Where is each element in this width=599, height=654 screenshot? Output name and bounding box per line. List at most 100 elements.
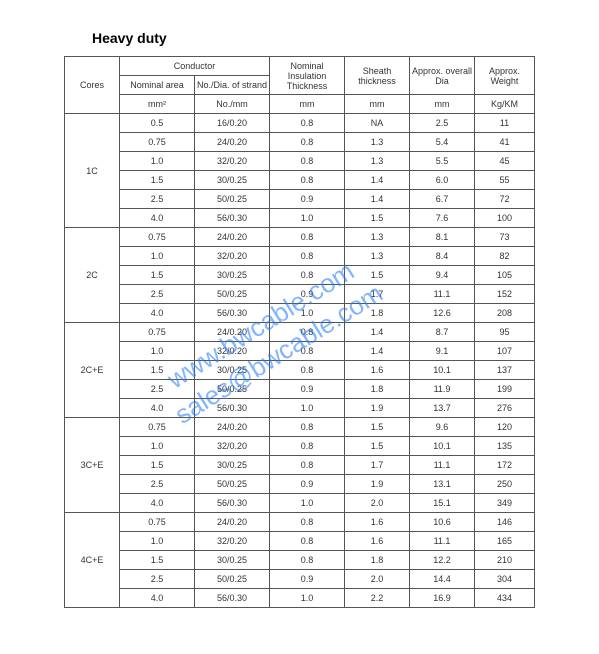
cell-weight: 120 bbox=[475, 418, 535, 437]
cell-sheath: 1.5 bbox=[345, 266, 410, 285]
cell-insul: 0.8 bbox=[270, 532, 345, 551]
cell-insul: 0.9 bbox=[270, 380, 345, 399]
table-row: 1.032/0.200.81.510.1135 bbox=[65, 437, 535, 456]
cell-strand: 56/0.30 bbox=[195, 494, 270, 513]
cores-cell: 2C bbox=[65, 228, 120, 323]
cell-insul: 1.0 bbox=[270, 209, 345, 228]
cell-weight: 165 bbox=[475, 532, 535, 551]
cell-sheath: 2.0 bbox=[345, 570, 410, 589]
cell-area: 1.0 bbox=[120, 437, 195, 456]
cell-weight: 41 bbox=[475, 133, 535, 152]
cell-insul: 0.8 bbox=[270, 133, 345, 152]
cell-dia: 6.7 bbox=[410, 190, 475, 209]
cell-dia: 8.7 bbox=[410, 323, 475, 342]
page-title: Heavy duty bbox=[92, 30, 579, 46]
header-cores: Cores bbox=[65, 57, 120, 114]
cell-dia: 16.9 bbox=[410, 589, 475, 608]
cell-strand: 30/0.25 bbox=[195, 456, 270, 475]
cell-insul: 1.0 bbox=[270, 399, 345, 418]
cell-dia: 5.5 bbox=[410, 152, 475, 171]
cell-dia: 9.4 bbox=[410, 266, 475, 285]
cell-area: 1.0 bbox=[120, 247, 195, 266]
cell-strand: 30/0.25 bbox=[195, 171, 270, 190]
cell-insul: 0.8 bbox=[270, 114, 345, 133]
table-row: 2.550/0.250.92.014.4304 bbox=[65, 570, 535, 589]
cell-insul: 0.9 bbox=[270, 570, 345, 589]
cell-insul: 0.8 bbox=[270, 361, 345, 380]
table-row: 2.550/0.250.91.46.772 bbox=[65, 190, 535, 209]
cell-dia: 5.4 bbox=[410, 133, 475, 152]
cell-weight: 137 bbox=[475, 361, 535, 380]
cell-area: 1.0 bbox=[120, 152, 195, 171]
cell-sheath: 1.5 bbox=[345, 418, 410, 437]
cell-insul: 0.9 bbox=[270, 285, 345, 304]
cores-cell: 2C+E bbox=[65, 323, 120, 418]
cell-weight: 72 bbox=[475, 190, 535, 209]
cell-sheath: 1.4 bbox=[345, 323, 410, 342]
cell-weight: 55 bbox=[475, 171, 535, 190]
cores-cell: 3C+E bbox=[65, 418, 120, 513]
cell-weight: 73 bbox=[475, 228, 535, 247]
table-row: 2.550/0.250.91.811.9199 bbox=[65, 380, 535, 399]
cell-insul: 1.0 bbox=[270, 589, 345, 608]
cell-weight: 135 bbox=[475, 437, 535, 456]
cell-weight: 208 bbox=[475, 304, 535, 323]
cell-area: 1.5 bbox=[120, 171, 195, 190]
cell-sheath: 1.8 bbox=[345, 380, 410, 399]
cell-insul: 0.9 bbox=[270, 475, 345, 494]
table-row: 1.032/0.200.81.38.482 bbox=[65, 247, 535, 266]
cell-area: 2.5 bbox=[120, 190, 195, 209]
cell-weight: 304 bbox=[475, 570, 535, 589]
cell-sheath: 1.4 bbox=[345, 190, 410, 209]
cell-strand: 56/0.30 bbox=[195, 209, 270, 228]
table-row: 1.530/0.250.81.610.1137 bbox=[65, 361, 535, 380]
cell-sheath: 1.5 bbox=[345, 209, 410, 228]
cell-weight: 45 bbox=[475, 152, 535, 171]
table-row: 4.056/0.301.02.015.1349 bbox=[65, 494, 535, 513]
unit-area: mm² bbox=[120, 95, 195, 114]
cell-sheath: 2.0 bbox=[345, 494, 410, 513]
table-row: 2C+E0.7524/0.200.81.48.795 bbox=[65, 323, 535, 342]
cell-dia: 9.6 bbox=[410, 418, 475, 437]
cell-dia: 8.4 bbox=[410, 247, 475, 266]
cell-insul: 0.8 bbox=[270, 228, 345, 247]
cell-weight: 146 bbox=[475, 513, 535, 532]
cell-sheath: 1.9 bbox=[345, 475, 410, 494]
table-row: 1.530/0.250.81.59.4105 bbox=[65, 266, 535, 285]
cell-strand: 30/0.25 bbox=[195, 266, 270, 285]
cell-area: 2.5 bbox=[120, 380, 195, 399]
cell-sheath: 1.7 bbox=[345, 456, 410, 475]
cell-area: 1.5 bbox=[120, 361, 195, 380]
cell-insul: 0.8 bbox=[270, 437, 345, 456]
cell-weight: 199 bbox=[475, 380, 535, 399]
unit-overall: mm bbox=[410, 95, 475, 114]
table-row: 1.530/0.250.81.812.2210 bbox=[65, 551, 535, 570]
table-row: 1.530/0.250.81.711.1172 bbox=[65, 456, 535, 475]
cell-dia: 11.1 bbox=[410, 285, 475, 304]
cell-weight: 434 bbox=[475, 589, 535, 608]
cell-area: 4.0 bbox=[120, 399, 195, 418]
cell-sheath: 1.5 bbox=[345, 437, 410, 456]
table-row: 3C+E0.7524/0.200.81.59.6120 bbox=[65, 418, 535, 437]
cell-sheath: 1.4 bbox=[345, 342, 410, 361]
cell-dia: 10.6 bbox=[410, 513, 475, 532]
cell-weight: 250 bbox=[475, 475, 535, 494]
header-strand: No./Dia. of strand bbox=[195, 76, 270, 95]
cell-sheath: 2.2 bbox=[345, 589, 410, 608]
table-row: 1C0.516/0.200.8NA2.511 bbox=[65, 114, 535, 133]
cell-area: 0.75 bbox=[120, 228, 195, 247]
cores-cell: 4C+E bbox=[65, 513, 120, 608]
cell-area: 4.0 bbox=[120, 589, 195, 608]
cell-dia: 15.1 bbox=[410, 494, 475, 513]
cell-dia: 10.1 bbox=[410, 437, 475, 456]
table-row: 1.530/0.250.81.46.055 bbox=[65, 171, 535, 190]
cell-area: 2.5 bbox=[120, 475, 195, 494]
cell-insul: 0.8 bbox=[270, 323, 345, 342]
cell-area: 2.5 bbox=[120, 570, 195, 589]
cell-area: 4.0 bbox=[120, 304, 195, 323]
cell-insul: 0.8 bbox=[270, 247, 345, 266]
cell-weight: 11 bbox=[475, 114, 535, 133]
cell-area: 0.75 bbox=[120, 323, 195, 342]
table-row: 4.056/0.301.01.812.6208 bbox=[65, 304, 535, 323]
cell-area: 1.0 bbox=[120, 532, 195, 551]
